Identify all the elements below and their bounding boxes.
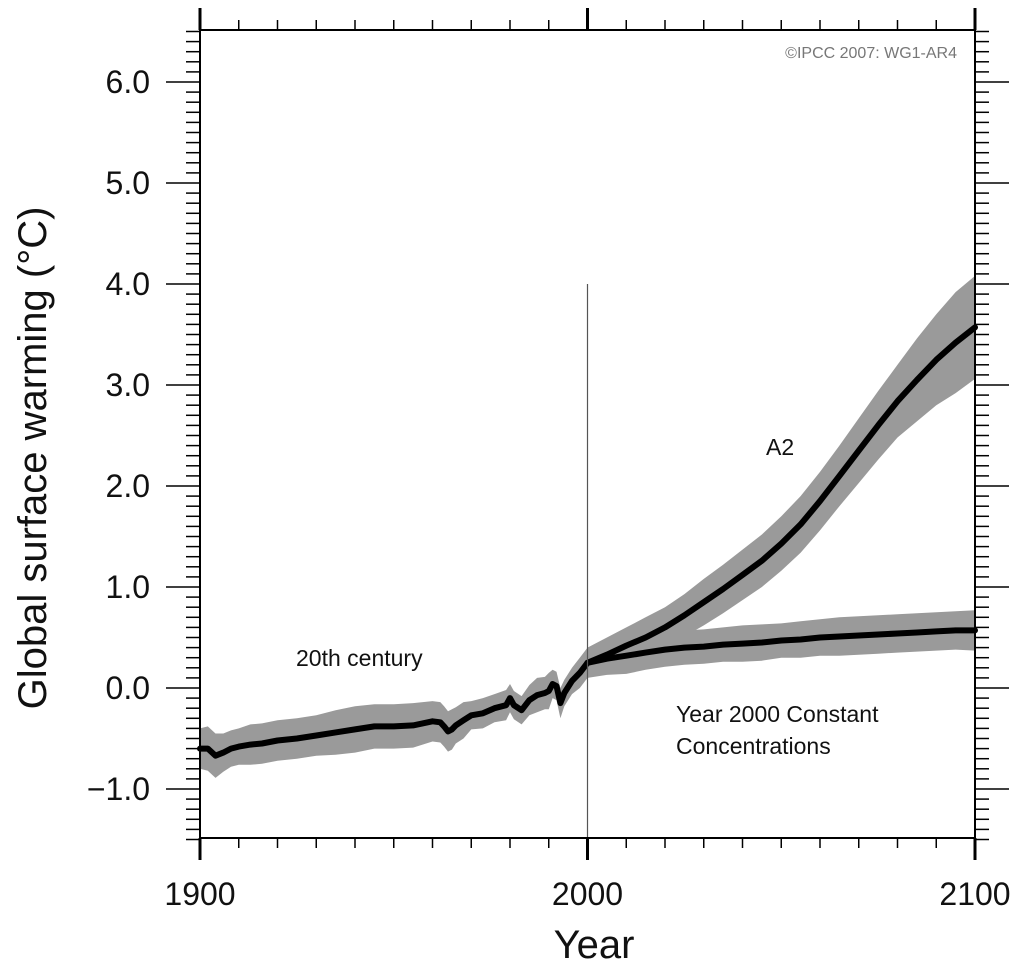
y-tick-label: 0.0: [106, 670, 150, 706]
x-axis-title: Year: [554, 923, 635, 967]
y-axis-title: Global surface warming (°C): [11, 207, 55, 710]
series-lines: [197, 324, 978, 759]
y-tick-label: −1.0: [87, 771, 150, 807]
y-tick-label: 5.0: [106, 165, 150, 201]
annotation-20th-century: 20th century: [296, 645, 423, 671]
band-series-0: [200, 647, 588, 778]
x-tick-label: 1900: [164, 876, 235, 912]
line-series-2: [584, 627, 978, 666]
x-tick-label: 2000: [552, 876, 623, 912]
annotation-a2: A2: [766, 434, 794, 460]
y-tick-label: 1.0: [106, 569, 150, 605]
band-series-2: [587, 610, 975, 678]
annotation-constant-line2: Concentrations: [676, 733, 831, 759]
y-tick-label: 2.0: [106, 468, 150, 504]
uncertainty-bands: [200, 275, 975, 778]
y-tick-label: 6.0: [106, 64, 150, 100]
ipcc-credit: ©IPCC 2007: WG1-AR4: [785, 45, 957, 62]
x-tick-label: 2100: [939, 876, 1010, 912]
line-series-0: [197, 659, 591, 759]
line-series-1: [584, 324, 978, 666]
y-tick-label: 3.0: [106, 367, 150, 403]
axis-ticks: [166, 8, 1009, 860]
tick-labels: −1.0 0.0 1.0 2.0 3.0 4.0 5.0 6.0 1900 2000 2100: [87, 64, 1011, 912]
y-tick-label: 4.0: [106, 266, 150, 302]
annotation-constant-line1: Year 2000 Constant: [676, 701, 879, 727]
